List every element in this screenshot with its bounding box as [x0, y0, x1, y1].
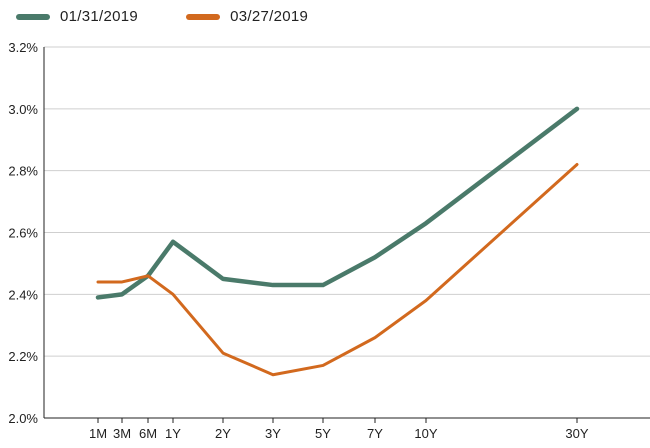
- x-tick-label-8: 10Y: [414, 426, 437, 441]
- legend: 01/31/2019 03/27/2019: [16, 8, 308, 25]
- x-tick-label-1: 3M: [113, 426, 131, 441]
- x-tick-label-3: 1Y: [165, 426, 181, 441]
- x-tick-label-2: 6M: [139, 426, 157, 441]
- y-tick-label-6: 3.2%: [8, 40, 38, 55]
- series-line-2: [96, 162, 579, 377]
- x-tick-label-9: 30Y: [565, 426, 588, 441]
- x-tick-label-5: 3Y: [265, 426, 281, 441]
- y-tick-label-4: 2.8%: [8, 164, 38, 179]
- y-tick-label-1: 2.2%: [8, 349, 38, 364]
- y-tick-label-5: 3.0%: [8, 102, 38, 117]
- x-tick-label-0: 1M: [89, 426, 107, 441]
- y-tick-label-2: 2.4%: [8, 287, 38, 302]
- legend-swatch-series-1: [16, 13, 50, 20]
- legend-swatch-series-2: [186, 13, 221, 20]
- legend-label-series-1: 01/31/2019: [60, 8, 139, 25]
- y-tick-label-0: 2.0%: [8, 411, 38, 426]
- y-tick-label-3: 2.6%: [8, 226, 38, 241]
- legend-item-series-2: 03/27/2019: [186, 8, 308, 25]
- x-tick-label-4: 2Y: [215, 426, 231, 441]
- legend-item-series-1: 01/31/2019: [16, 8, 138, 25]
- x-tick-label-6: 5Y: [315, 426, 331, 441]
- series-line-1: [95, 106, 580, 300]
- legend-label-series-2: 03/27/2019: [230, 8, 309, 25]
- x-tick-label-7: 7Y: [367, 426, 383, 441]
